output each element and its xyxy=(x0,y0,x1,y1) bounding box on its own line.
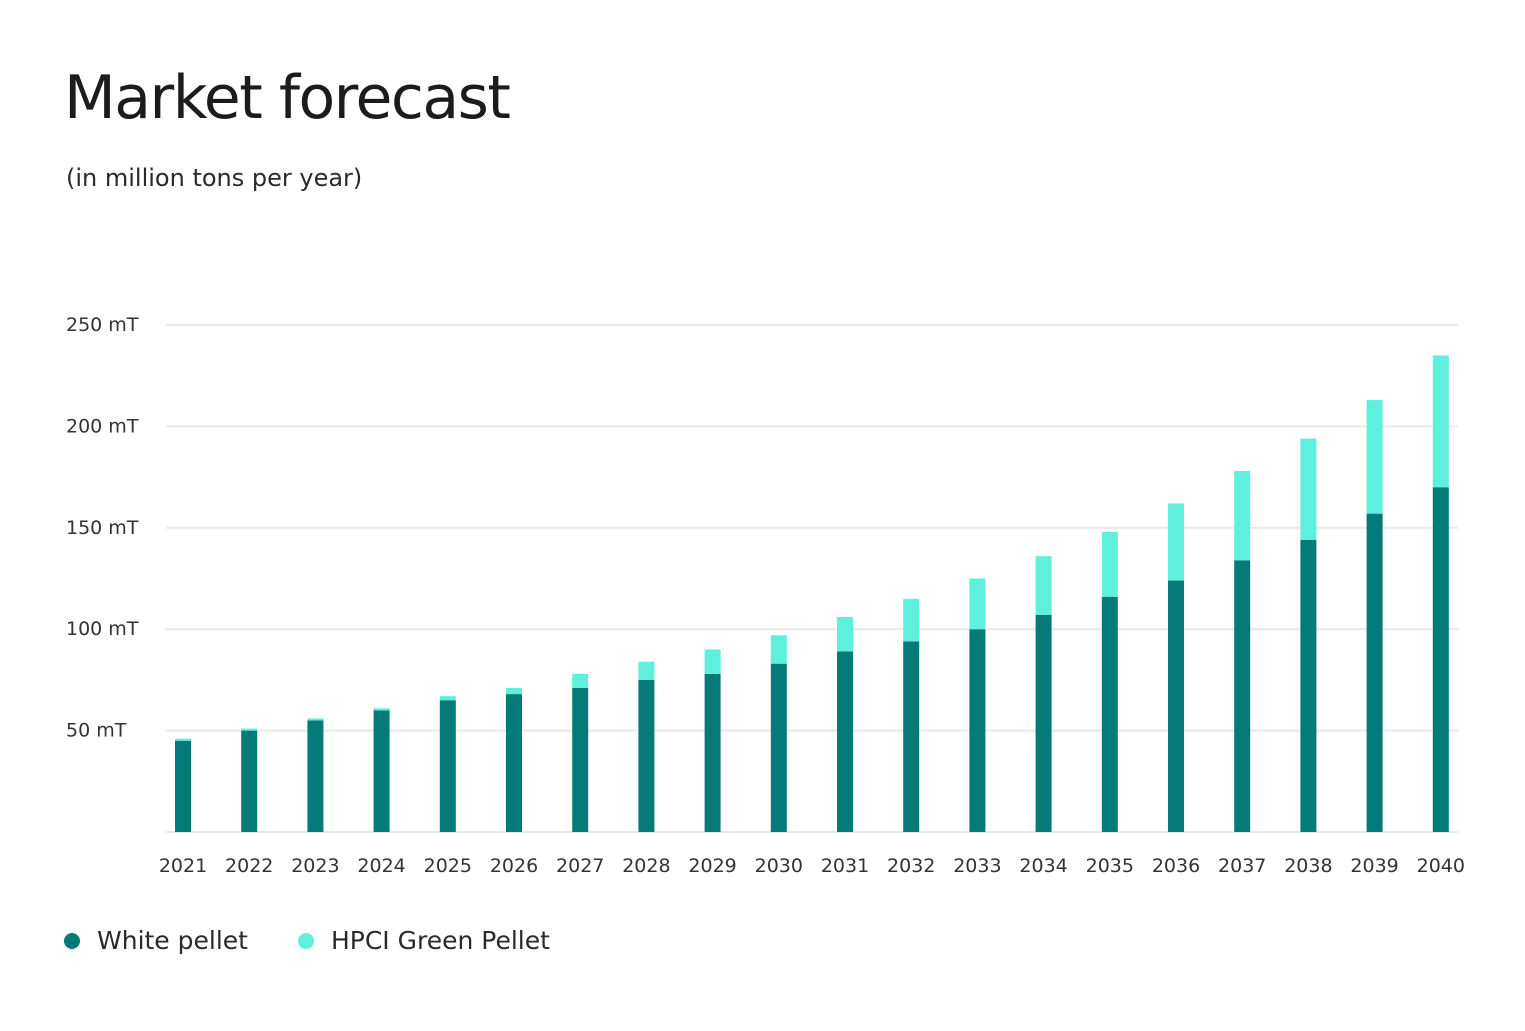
y-tick-label: 50 mT xyxy=(66,720,127,742)
bar-green-pellet xyxy=(1234,471,1251,561)
bar-green-pellet xyxy=(1366,400,1383,514)
bar-green-pellet xyxy=(373,708,390,711)
legend-swatch-white-pellet xyxy=(64,932,80,949)
x-tick-label: 2035 xyxy=(1086,855,1134,877)
x-tick-label: 2032 xyxy=(887,855,935,877)
bar-green-pellet xyxy=(837,617,853,652)
bar-white-pellet xyxy=(1366,513,1383,832)
x-tick-label: 2029 xyxy=(688,855,736,877)
bar-green-pellet xyxy=(1035,556,1052,616)
x-tick-label: 2023 xyxy=(291,855,339,877)
bar-white-pellet xyxy=(175,740,191,832)
chart-title: Market forecast xyxy=(64,63,511,133)
y-axis-ticks: 50 mT 100 mT 150 mT 200 mT 250 mT xyxy=(66,314,139,742)
bar-green-pellet xyxy=(506,688,522,695)
bar-green-pellet xyxy=(903,598,920,642)
bar-green-pellet xyxy=(1432,355,1449,488)
x-tick-label: 2036 xyxy=(1152,855,1200,877)
x-tick-label: 2022 xyxy=(225,855,273,877)
x-tick-label: 2038 xyxy=(1284,855,1332,877)
bar-green-pellet xyxy=(241,728,258,731)
bar-white-pellet xyxy=(1234,560,1251,832)
bar-green-pellet xyxy=(439,696,456,701)
bar-white-pellet xyxy=(770,663,787,832)
x-tick-label: 2031 xyxy=(821,855,869,877)
bar-white-pellet xyxy=(1101,596,1118,832)
x-axis-ticks: 2021 2022 2023 2024 2025 2026 2027 2028 2029 2030… xyxy=(159,855,1465,877)
bar-white-pellet xyxy=(903,641,920,832)
bar-white-pellet xyxy=(241,730,258,832)
x-tick-label: 2024 xyxy=(357,855,405,877)
legend-item-green-pellet: HPCI Green Pellet xyxy=(297,926,550,955)
legend-label-white-pellet: White pellet xyxy=(97,926,248,955)
bar-green-pellet xyxy=(307,718,324,721)
x-tick-label: 2021 xyxy=(159,855,207,877)
bar-green-pellet xyxy=(1300,438,1317,540)
bar-white-pellet xyxy=(307,720,324,832)
bar-green-pellet xyxy=(175,738,191,741)
gridlines xyxy=(166,324,1458,833)
bar-green-pellet xyxy=(638,661,655,680)
legend: White pellet HPCI Green Pellet xyxy=(64,926,600,955)
legend-swatch-green-pellet xyxy=(297,932,314,949)
bar-white-pellet xyxy=(1432,487,1449,832)
bar-white-pellet xyxy=(1300,539,1317,832)
x-tick-label: 2025 xyxy=(424,855,472,877)
x-tick-label: 2028 xyxy=(622,855,670,877)
chart-subtitle: (in million tons per year) xyxy=(66,164,363,192)
bar-white-pellet xyxy=(638,679,655,832)
y-tick-label: 250 mT xyxy=(66,314,139,336)
x-tick-label: 2030 xyxy=(755,855,803,877)
bar-green-pellet xyxy=(1101,531,1118,597)
bar-white-pellet xyxy=(969,629,986,832)
x-tick-label: 2026 xyxy=(490,855,538,877)
bar-green-pellet xyxy=(704,649,721,674)
bar-white-pellet xyxy=(1168,580,1184,832)
bar-white-pellet xyxy=(506,694,522,832)
bar-white-pellet xyxy=(837,651,853,832)
bar-white-pellet xyxy=(572,688,589,832)
x-tick-label: 2039 xyxy=(1350,855,1398,877)
bar-green-pellet xyxy=(770,635,787,664)
y-tick-label: 150 mT xyxy=(66,517,139,539)
bars xyxy=(175,355,1449,832)
legend-label-green-pellet: HPCI Green Pellet xyxy=(330,926,550,955)
x-tick-label: 2040 xyxy=(1417,855,1465,877)
x-tick-label: 2034 xyxy=(1019,855,1067,877)
bar-white-pellet xyxy=(373,710,390,832)
legend-item-white-pellet: White pellet xyxy=(64,926,248,955)
bar-green-pellet xyxy=(1168,503,1184,581)
x-tick-label: 2037 xyxy=(1218,855,1266,877)
bar-white-pellet xyxy=(439,700,456,832)
x-tick-label: 2033 xyxy=(953,855,1001,877)
bar-green-pellet xyxy=(969,578,986,630)
y-tick-label: 100 mT xyxy=(66,618,139,640)
x-tick-label: 2027 xyxy=(556,855,604,877)
bar-green-pellet xyxy=(572,673,589,689)
bar-white-pellet xyxy=(1035,615,1052,832)
y-tick-label: 200 mT xyxy=(66,415,139,437)
bar-white-pellet xyxy=(704,673,721,832)
